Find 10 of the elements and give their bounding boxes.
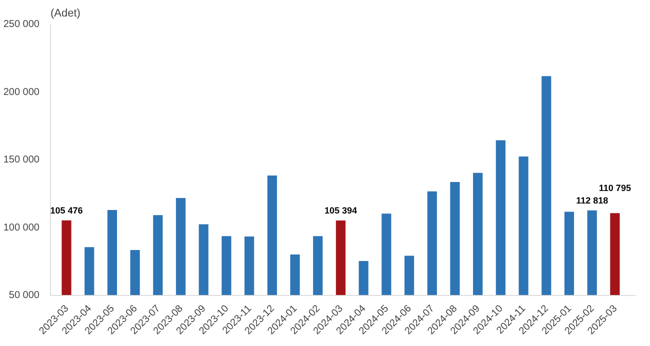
y-axis-title: (Adet) — [50, 8, 80, 20]
y-tick-label: 200 000 — [3, 86, 40, 98]
data-label: 105 476 — [50, 205, 83, 216]
data-label: 105 394 — [324, 205, 357, 216]
y-tick-label: 150 000 — [3, 154, 40, 166]
y-tick-label: 100 000 — [3, 222, 40, 234]
y-tick-label: 250 000 — [3, 19, 40, 30]
y-tick-label: 50 000 — [8, 290, 40, 301]
data-label: 112 818 — [576, 195, 608, 206]
data-label: 110 795 — [598, 183, 631, 194]
